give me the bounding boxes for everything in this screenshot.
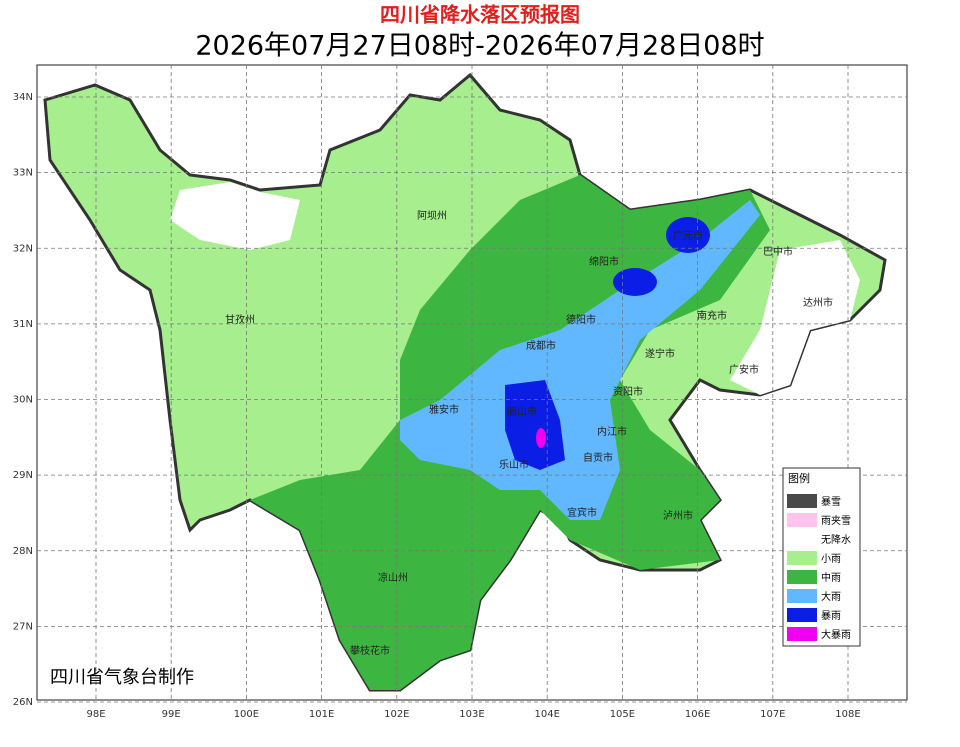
lon-tick-label: 108E: [835, 709, 860, 720]
lat-tick-label: 28N: [13, 546, 33, 557]
legend-swatch: [787, 570, 817, 584]
legend-swatch: [787, 627, 817, 641]
place-label: 眉山市: [507, 405, 537, 418]
place-label: 德阳市: [566, 313, 596, 326]
place-label: 甘孜州: [225, 313, 255, 326]
place-label: 攀枝花市: [350, 644, 390, 657]
place-label: 乐山市: [499, 458, 529, 471]
lat-tick-label: 26N: [13, 697, 33, 708]
title: 四川省降水落区预报图: [380, 3, 580, 27]
place-label: 南充市: [697, 309, 727, 322]
place-label: 雅安市: [429, 403, 459, 416]
legend-label: 雨夹雪: [821, 514, 851, 527]
legend-label: 大雨: [821, 590, 841, 603]
lon-tick-label: 100E: [234, 709, 259, 720]
legend-label: 无降水: [821, 533, 851, 546]
rainstorm-area: [613, 268, 657, 296]
grid: 98E 99E 100E 101E 102E 103E 104E 105E 106E 107E 10…: [13, 65, 907, 720]
place-label: 成都市: [526, 339, 556, 352]
lat-tick-label: 31N: [13, 319, 33, 330]
place-label: 资阳市: [613, 385, 643, 398]
lon-tick-label: 101E: [309, 709, 334, 720]
place-label: 达州市: [803, 296, 833, 309]
lat-tick-label: 34N: [13, 92, 33, 103]
place-label: 泸州市: [663, 509, 693, 522]
place-label: 广元市: [673, 229, 703, 242]
legend-swatch: [787, 589, 817, 603]
place-label: 凉山州: [378, 571, 408, 584]
lat-tick-label: 32N: [13, 243, 33, 254]
legend-label: 小雨: [821, 553, 841, 565]
place-label: 阿坝州: [417, 210, 447, 222]
no-rain-area: [170, 182, 300, 250]
lon-tick-label: 107E: [760, 709, 785, 720]
lon-tick-label: 104E: [534, 709, 559, 720]
rainstorm-area: [666, 217, 710, 253]
legend-swatch: [787, 608, 817, 622]
rainstorm-area: [505, 380, 565, 470]
place-label: 绵阳市: [589, 255, 619, 268]
precip-areas: [43, 72, 887, 692]
lon-tick-label: 99E: [162, 709, 181, 720]
legend-swatch: [787, 513, 817, 527]
lat-tick-label: 29N: [13, 470, 33, 481]
extreme-rain-area: [536, 428, 546, 448]
legend-label: 大暴雨: [821, 628, 851, 641]
heavy-rain-area: [400, 200, 760, 520]
place-label: 内江市: [597, 425, 627, 438]
legend-swatch: [787, 494, 817, 508]
subtitle: 2026年07月27日08时-2026年07月28日08时: [195, 31, 764, 62]
credit: 四川省气象台制作: [50, 667, 194, 688]
legend-swatch: [787, 551, 817, 565]
lat-tick-label: 30N: [13, 395, 33, 406]
place-label: 巴中市: [763, 245, 793, 258]
legend-swatch: [787, 532, 817, 546]
place-label: 宜宾市: [567, 506, 597, 519]
place-label: 广安市: [729, 363, 759, 376]
lon-tick-label: 106E: [685, 709, 710, 720]
legend-label: 暴雪: [821, 496, 841, 508]
lon-tick-label: 105E: [610, 709, 635, 720]
legend-label: 中雨: [821, 571, 841, 584]
lon-tick-label: 98E: [86, 709, 105, 720]
lat-tick-label: 33N: [13, 168, 33, 179]
lon-tick-label: 102E: [384, 709, 409, 720]
lat-tick-label: 27N: [13, 621, 33, 632]
no-rain-area: [730, 240, 860, 395]
place-label: 自贡市: [583, 451, 613, 464]
place-label: 遂宁市: [645, 347, 675, 360]
legend-label: 暴雨: [821, 610, 841, 622]
lon-tick-label: 103E: [459, 709, 484, 720]
legend-title: 图例: [788, 471, 810, 485]
